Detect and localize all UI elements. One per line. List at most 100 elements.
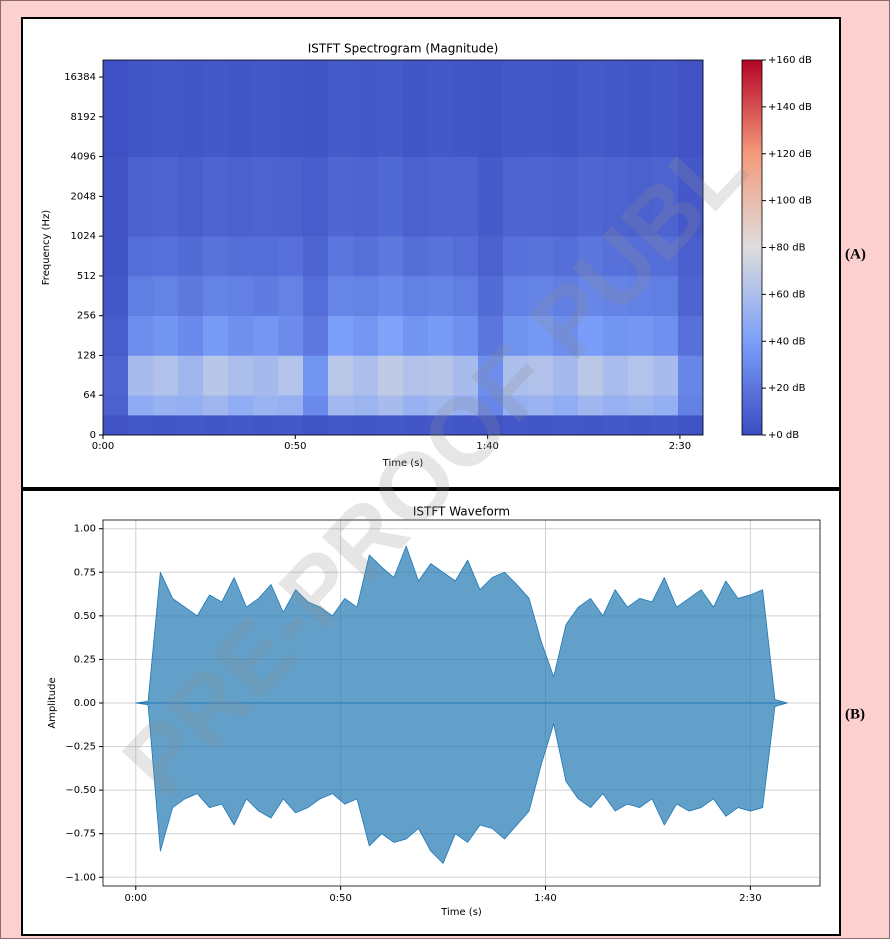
- spectrogram-cell: [253, 415, 279, 436]
- spectrogram-cell: [228, 275, 254, 316]
- spectrogram-cell: [428, 415, 454, 436]
- spectrogram-cell: [128, 315, 154, 356]
- spectrogram-cell: [428, 355, 454, 396]
- spectrogram-cell: [228, 60, 254, 157]
- spectrogram-cell: [303, 275, 329, 316]
- spectrogram-cell: [553, 415, 579, 436]
- spectrogram-cell: [278, 156, 304, 237]
- spectrogram-cell: [178, 156, 204, 237]
- plot-frame: [102, 519, 821, 887]
- y-tick-label: 16384: [64, 72, 96, 83]
- spectrogram-cell: [328, 60, 354, 157]
- y-tick-label: 8192: [71, 112, 96, 123]
- spectrogram-cell: [103, 355, 129, 396]
- spectrogram-cell: [678, 60, 704, 157]
- spectrogram-cell: [128, 156, 154, 237]
- spectrogram-cell: [353, 315, 379, 356]
- spectrogram-cell: [353, 60, 379, 157]
- y-tick-label: 512: [77, 271, 96, 282]
- spectrogram-cell: [253, 315, 279, 356]
- spectrogram-cell: [428, 236, 454, 277]
- spectrogram-cell: [603, 156, 629, 237]
- spectrogram-cell: [278, 315, 304, 356]
- spectrogram-cell: [153, 275, 179, 316]
- spectrogram-cell: [578, 236, 604, 277]
- spectrogram-cell: [678, 355, 704, 396]
- panel-label: (A): [845, 246, 866, 262]
- spectrogram-cell: [328, 315, 354, 356]
- spectrogram-cell: [478, 355, 504, 396]
- colorbar-tick-label: +40 dB: [768, 336, 806, 347]
- y-tick-label: 64: [83, 390, 96, 401]
- y-tick-label: −0.75: [65, 829, 96, 840]
- spectrogram-cell: [278, 355, 304, 396]
- y-tick-label: 0: [90, 430, 96, 441]
- spectrogram-cell: [478, 315, 504, 356]
- waveform-envelope: [135, 702, 788, 864]
- spectrogram-cell: [378, 415, 404, 436]
- spectrogram-cell: [228, 236, 254, 277]
- x-tick-label: 0:00: [125, 893, 147, 904]
- spectrogram-cell: [578, 156, 604, 237]
- spectrogram-cell: [428, 315, 454, 356]
- spectrogram-cell: [278, 60, 304, 157]
- spectrogram-cell: [653, 275, 679, 316]
- chart-title: ISTFT Spectrogram (Magnitude): [308, 42, 499, 56]
- spectrogram-cell: [203, 395, 229, 416]
- spectrogram-cell: [203, 355, 229, 396]
- spectrogram-cell: [453, 275, 479, 316]
- x-tick-label: 2:30: [739, 893, 761, 904]
- spectrogram-cell: [128, 60, 154, 157]
- spectrogram-cell: [403, 156, 429, 237]
- colorbar-tick-label: +80 dB: [768, 243, 806, 254]
- spectrogram-cell: [553, 60, 579, 157]
- spectrogram-cell: [478, 275, 504, 316]
- spectrogram-cell: [103, 315, 129, 356]
- spectrogram-cell: [403, 415, 429, 436]
- spectrogram-cell: [578, 60, 604, 157]
- spectrogram-cell: [228, 156, 254, 237]
- x-axis-label: Time (s): [382, 458, 424, 469]
- spectrogram-cell: [378, 355, 404, 396]
- spectrogram-cell: [153, 60, 179, 157]
- spectrogram-cell: [128, 236, 154, 277]
- x-tick-label: 1:40: [534, 893, 556, 904]
- spectrogram-cell: [278, 275, 304, 316]
- spectrogram-cell: [403, 315, 429, 356]
- spectrogram-cell: [128, 355, 154, 396]
- spectrogram-cell: [378, 395, 404, 416]
- spectrogram-cell: [378, 315, 404, 356]
- spectrogram-cell: [253, 275, 279, 316]
- spectrogram-cell: [653, 415, 679, 436]
- spectrogram-cell: [478, 236, 504, 277]
- spectrogram-cell: [203, 156, 229, 237]
- spectrogram-cell: [203, 60, 229, 157]
- colorbar-tick-label: +100 dB: [768, 196, 812, 207]
- spectrogram-cell: [203, 315, 229, 356]
- spectrogram-cell: [603, 236, 629, 277]
- y-tick-label: 0.75: [74, 567, 96, 578]
- spectrogram-cell: [203, 415, 229, 436]
- spectrogram-cell: [353, 236, 379, 277]
- spectrogram-cell: [453, 315, 479, 356]
- spectrogram-cell: [628, 275, 654, 316]
- spectrogram-cell: [653, 156, 679, 237]
- spectrogram-cell: [528, 275, 554, 316]
- spectrogram-cell: [553, 355, 579, 396]
- spectrogram-cell: [453, 415, 479, 436]
- spectrogram-cell: [528, 156, 554, 237]
- spectrogram-cell: [528, 236, 554, 277]
- spectrogram-cell: [153, 156, 179, 237]
- spectrogram-cell: [553, 236, 579, 277]
- spectrogram-cell: [678, 315, 704, 356]
- y-tick-label: −1.00: [65, 872, 96, 883]
- spectrogram-cell: [428, 156, 454, 237]
- spectrogram-cell: [228, 355, 254, 396]
- spectrogram-cell: [603, 395, 629, 416]
- chart-title: ISTFT Waveform: [413, 505, 510, 519]
- spectrogram-cell: [403, 395, 429, 416]
- spectrogram-cell: [578, 315, 604, 356]
- waveform-chart: 0:00 0:50 1:40 2:30 −1.00 −0.75 −0.50 −0.25 0.00…: [47, 505, 865, 919]
- y-tick-label: 0.25: [74, 654, 96, 665]
